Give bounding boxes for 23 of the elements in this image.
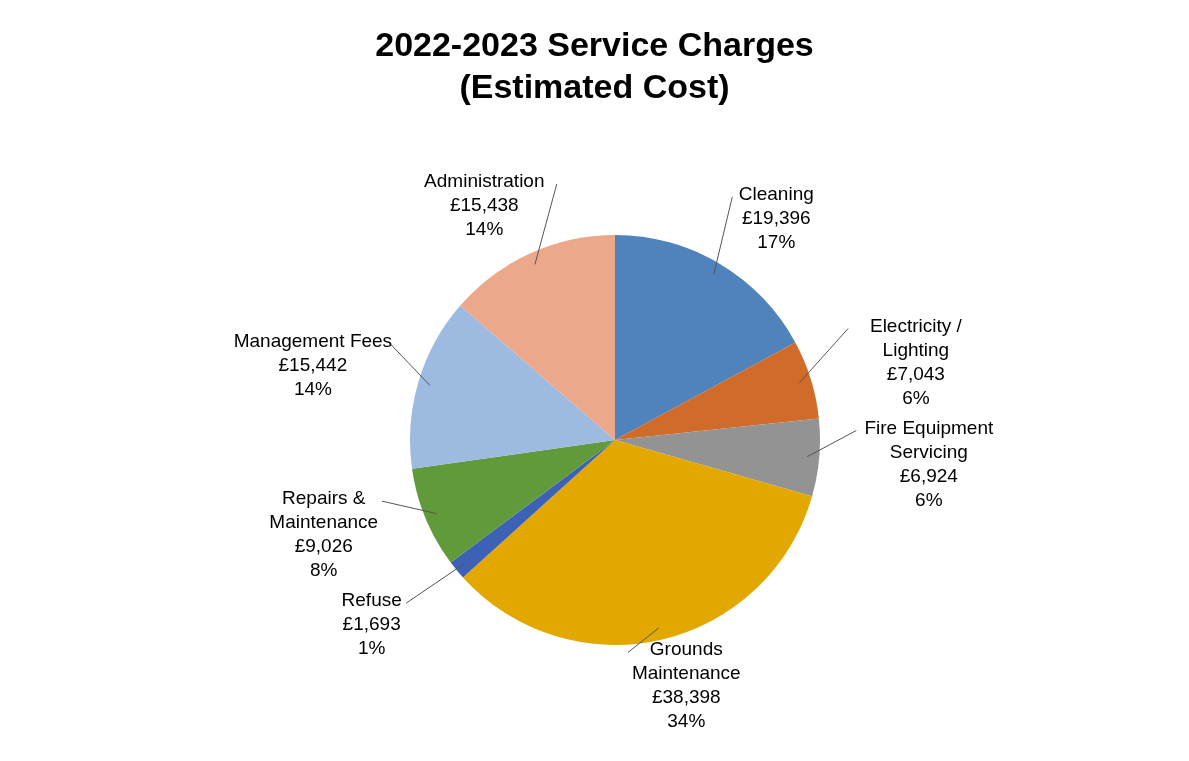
slice-label: Administration xyxy=(424,169,545,191)
pie-slice xyxy=(615,342,819,440)
data-label: £6,924 6% xyxy=(899,464,959,510)
pie-slice xyxy=(615,418,820,497)
pie-slice xyxy=(615,235,796,440)
slice-label: Management Fees xyxy=(233,329,393,351)
data-label: £15,442 14% xyxy=(278,353,348,399)
data-label: £9,026 8% xyxy=(294,535,353,581)
data-label: £19,396 17% xyxy=(741,206,811,252)
slice-label: Fire Equipment Servicing xyxy=(864,416,994,462)
slice-label: Cleaning xyxy=(738,182,814,204)
data-label: £7,043 6% xyxy=(886,362,945,408)
slice-label: Refuse xyxy=(341,589,402,611)
data-label: £38,398 34% xyxy=(651,686,721,732)
data-label: £1,693 1% xyxy=(342,613,401,659)
pie-slice xyxy=(412,440,615,563)
chart-title: 2022-2023 Service Charges (Estimated Cost) xyxy=(375,25,814,105)
slice-label: Repairs & Maintenance xyxy=(269,487,379,533)
slice-label: Electricity / Lighting xyxy=(869,314,963,360)
slice-label: Grounds Maintenance xyxy=(631,638,741,684)
pie-slice xyxy=(410,305,615,469)
data-label: £15,438 14% xyxy=(449,193,519,239)
pie-slice xyxy=(460,235,615,440)
